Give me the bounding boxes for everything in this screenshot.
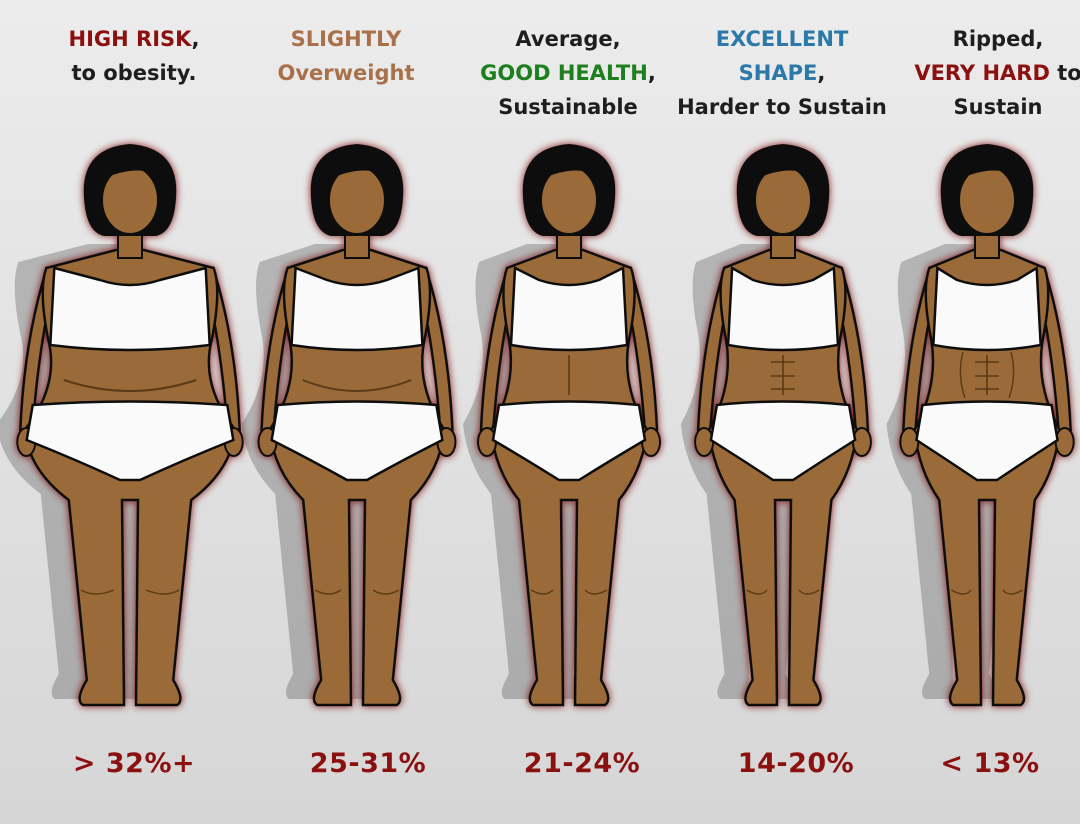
- caption-line: SHAPE,: [672, 56, 892, 90]
- caption-line: EXCELLENT: [672, 22, 892, 56]
- caption-segment: Overweight: [277, 61, 415, 85]
- figure-overweight: [237, 140, 477, 730]
- caption-segment: EXCELLENT: [715, 27, 849, 51]
- caption-segment: to: [1049, 61, 1080, 85]
- figure-body: [477, 144, 661, 707]
- figure-svg: [241, 144, 457, 707]
- caption-segment: ,: [647, 61, 656, 85]
- caption-line: VERY HARD to: [888, 56, 1080, 90]
- caption-line: Overweight: [236, 56, 456, 90]
- figure-body: [694, 144, 872, 707]
- caption-line: Ripped,: [888, 22, 1080, 56]
- caption-segment: VERY HARD: [914, 61, 1050, 85]
- figure-body: [899, 144, 1075, 707]
- figure-svg: [680, 144, 872, 707]
- caption-segment: Ripped,: [952, 27, 1044, 51]
- caption-segment: Sustainable: [498, 95, 638, 119]
- caption-line: to obesity.: [24, 56, 244, 90]
- figure-svg: [463, 144, 661, 707]
- caption-line: Sustain: [888, 90, 1080, 124]
- figure-excellent: [663, 140, 903, 730]
- caption-slightly-overweight: SLIGHTLY Overweight: [236, 22, 456, 90]
- caption-good-health: Average, GOOD HEALTH, Sustainable: [458, 22, 678, 124]
- caption-segment: Harder to Sustain: [677, 95, 887, 119]
- range-high-risk: > 32%+: [72, 748, 196, 779]
- caption-ripped: Ripped, VERY HARD to Sustain: [888, 22, 1080, 124]
- figure-svg: [0, 144, 244, 707]
- caption-line: Average,: [458, 22, 678, 56]
- caption-segment: Sustain: [953, 95, 1043, 119]
- caption-segment: ,: [191, 27, 200, 51]
- caption-segment: SHAPE: [738, 61, 818, 85]
- caption-excellent-shape: EXCELLENT SHAPE, Harder to Sustain: [672, 22, 892, 124]
- range-excellent-shape: 14-20%: [737, 748, 855, 779]
- caption-line: SLIGHTLY: [236, 22, 456, 56]
- figure-body: [16, 144, 244, 707]
- caption-line: Harder to Sustain: [672, 90, 892, 124]
- caption-high-risk: HIGH RISK, to obesity.: [24, 22, 244, 90]
- caption-segment: ,: [817, 61, 826, 85]
- caption-segment: HIGH RISK: [68, 27, 192, 51]
- caption-segment: Average,: [515, 27, 621, 51]
- caption-segment: GOOD HEALTH: [480, 61, 648, 85]
- figure-body: [257, 144, 457, 707]
- range-ripped: < 13%: [940, 748, 1040, 779]
- caption-segment: to obesity.: [71, 61, 197, 85]
- caption-line: HIGH RISK,: [24, 22, 244, 56]
- caption-line: Sustainable: [458, 90, 678, 124]
- caption-line: GOOD HEALTH,: [458, 56, 678, 90]
- caption-segment: SLIGHTLY: [290, 27, 402, 51]
- figure-average: [449, 140, 689, 730]
- figure-svg: [886, 144, 1075, 707]
- range-good-health: 21-24%: [523, 748, 641, 779]
- figure-ripped: [867, 140, 1080, 730]
- range-slightly-overweight: 25-31%: [309, 748, 427, 779]
- figure-obese: [0, 140, 250, 730]
